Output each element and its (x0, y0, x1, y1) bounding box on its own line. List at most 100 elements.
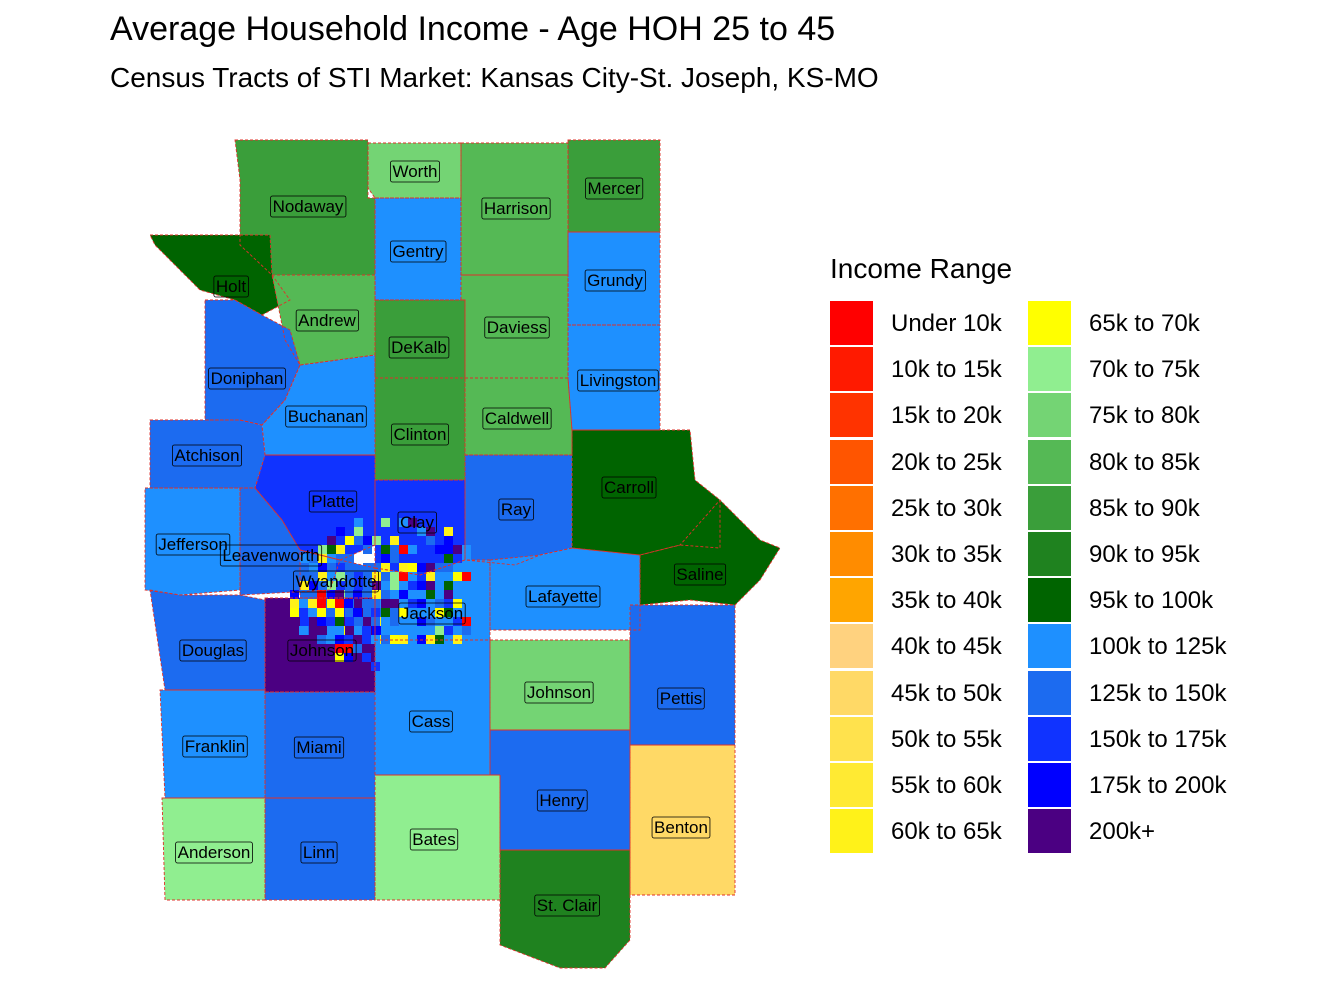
legend-item: 175k to 200k (1028, 762, 1268, 808)
census-tract (390, 599, 399, 608)
census-tract (399, 608, 408, 617)
census-tract (462, 617, 471, 626)
legend-label: Under 10k (891, 310, 1002, 337)
county-label: Miami (296, 738, 341, 757)
census-tract (453, 599, 462, 608)
legend-swatch (830, 532, 873, 576)
census-tract (345, 572, 354, 581)
census-tract (417, 581, 426, 590)
legend-label: 90k to 95k (1089, 541, 1200, 568)
county-region (568, 325, 660, 430)
census-tract (399, 527, 408, 536)
census-tract (444, 581, 453, 590)
legend-item: 35k to 40k (830, 577, 1070, 623)
county-region (265, 798, 375, 900)
county-label-box (657, 687, 705, 710)
county-label-group: Jackson (398, 602, 466, 625)
census-tract (417, 527, 426, 536)
county-label-box (300, 841, 338, 864)
county-label-box (308, 490, 358, 513)
legend-swatch (830, 763, 873, 807)
census-tract (317, 635, 326, 644)
county-label: Saline (676, 565, 723, 584)
census-tract (399, 563, 408, 572)
census-tract (362, 635, 371, 644)
census-tract (309, 554, 318, 563)
county-label: Mercer (588, 179, 641, 198)
county-label-box (391, 423, 449, 446)
county-label-box (525, 585, 601, 608)
county-label: Linn (303, 843, 335, 862)
census-tract (345, 536, 354, 545)
census-tract (408, 563, 417, 572)
county-region (490, 640, 630, 730)
legend-label: 80k to 85k (1089, 448, 1200, 476)
county-region (461, 143, 568, 275)
county-region (150, 235, 290, 315)
county-boundary (639, 499, 781, 606)
census-tract (309, 563, 318, 572)
census-tract (317, 608, 326, 617)
census-tract (327, 545, 336, 554)
county-label-box (585, 177, 644, 200)
census-tract (354, 527, 363, 536)
county-label: Bates (412, 830, 455, 849)
legend-item: 80k to 85k (1028, 439, 1268, 485)
county-boundary (144, 487, 241, 596)
census-tract (335, 599, 344, 608)
county-boundary (464, 377, 573, 456)
legend-item: 15k to 20k (830, 392, 1070, 438)
county-label-group: Lafayette (525, 585, 601, 608)
county-label: Pettis (660, 689, 703, 708)
census-tract (444, 590, 453, 599)
legend-label: 60k to 65k (891, 818, 1002, 846)
county-label-group: Benton (651, 816, 711, 839)
legend-swatch (1028, 624, 1071, 669)
county-label-box (213, 275, 249, 298)
census-tract (326, 653, 335, 662)
legend-swatch (1028, 716, 1071, 761)
county-region (145, 488, 240, 595)
county-region (465, 378, 572, 455)
census-tract (290, 608, 299, 617)
census-tract (335, 590, 344, 599)
county-label: Lafayette (528, 587, 598, 606)
legend-label: 25k to 30k (891, 494, 1002, 522)
census-tract (426, 617, 435, 626)
census-tract (363, 563, 372, 572)
county-label-box (179, 639, 247, 662)
legend-item: Under 10k (830, 300, 1070, 346)
county-region (490, 548, 640, 630)
legend-label: 175k to 200k (1089, 772, 1227, 799)
census-tract (435, 608, 444, 617)
county-region (461, 275, 568, 378)
legend-swatch (1028, 347, 1071, 392)
county-label-box (182, 735, 248, 758)
census-tract (390, 617, 399, 626)
county-label-group: Buchanan (285, 405, 367, 428)
county-label-box (577, 369, 659, 392)
county-label-box (601, 476, 657, 499)
census-tract (462, 545, 471, 554)
legend-swatch (1028, 301, 1071, 345)
county-label-group: Holt (213, 275, 249, 298)
county-label: Jefferson (158, 535, 228, 554)
census-tract (308, 608, 317, 617)
census-tract (399, 536, 408, 545)
census-tract (408, 590, 417, 599)
county-label-box (270, 195, 347, 218)
county-region (375, 775, 500, 900)
county-label-group: Carroll (601, 476, 657, 499)
county-region (375, 198, 461, 300)
county-region (640, 500, 780, 605)
census-tract (344, 599, 353, 608)
census-tract (335, 635, 344, 644)
census-tract (435, 626, 444, 635)
legend-swatch (830, 301, 873, 345)
county-label: Andrew (298, 311, 356, 330)
county-boundary (567, 139, 661, 233)
county-region (375, 378, 465, 480)
census-tract (435, 599, 444, 608)
county-label-box (175, 841, 253, 864)
